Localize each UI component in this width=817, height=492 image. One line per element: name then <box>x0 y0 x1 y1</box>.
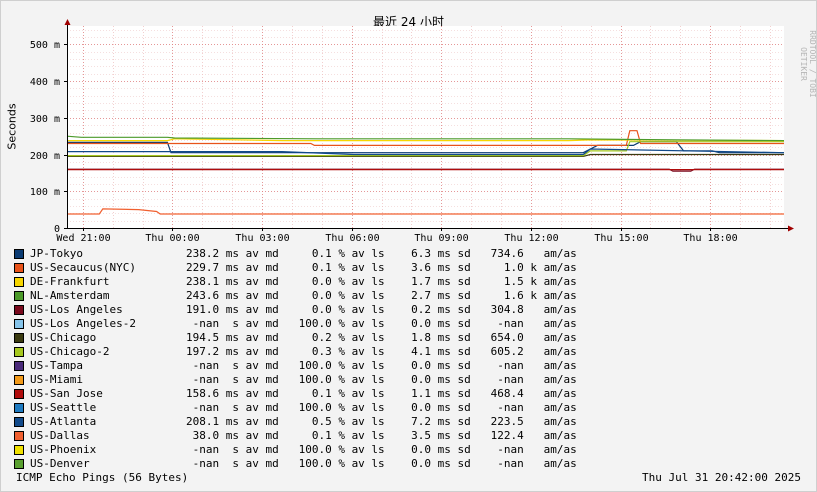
series-line-us-chicago-2 <box>67 141 784 157</box>
x-tick-label: Thu 09:00 <box>414 233 468 244</box>
series-line-us-dallas <box>67 208 784 215</box>
legend-series-stats: 229.7 ms av md 0.1 % av ls 3.6 ms sd 1.0… <box>186 261 577 274</box>
legend-series-name: US-Denver <box>30 457 90 470</box>
legend-swatch <box>14 459 24 469</box>
legend-series-stats: -nan s av md 100.0 % av ls 0.0 ms sd -na… <box>186 457 577 470</box>
legend-swatch <box>14 305 24 315</box>
legend-swatch <box>14 361 24 371</box>
legend-swatch <box>14 431 24 441</box>
legend-series-name: US-San Jose <box>30 387 103 400</box>
legend-series-stats: 194.5 ms av md 0.2 % av ls 1.8 ms sd 654… <box>186 331 577 344</box>
legend-series-name: US-Dallas <box>30 429 90 442</box>
legend-series-name: US-Chicago-2 <box>30 345 110 358</box>
series-line-us-chicago <box>67 153 784 157</box>
x-axis-arrow <box>788 225 794 232</box>
footer-caption: ICMP Echo Pings (56 Bytes) <box>16 471 189 484</box>
legend-series-name: US-Seattle <box>30 401 97 414</box>
series-line-us-atlanta <box>67 148 785 156</box>
x-tick-label: Thu 18:00 <box>683 233 737 244</box>
legend-series-name: US-Tampa <box>30 359 83 372</box>
y-tick-label: 300 m <box>30 114 60 125</box>
legend-series-name: US-Chicago <box>30 331 97 344</box>
legend-series-name: US-Phoenix <box>30 443 97 456</box>
legend-series-stats: 238.1 ms av md 0.0 % av ls 1.7 ms sd 1.5… <box>186 275 577 288</box>
legend-series-stats: -nan s av md 100.0 % av ls 0.0 ms sd -na… <box>186 373 577 386</box>
x-tick-label: Thu 06:00 <box>325 233 379 244</box>
legend-series-name: US-Atlanta <box>30 415 97 428</box>
x-tick-label: Thu 15:00 <box>594 233 648 244</box>
series-line-nl-amsterdam <box>66 135 785 142</box>
y-axis-arrow <box>64 19 71 25</box>
x-tick-label: Thu 12:00 <box>504 233 558 244</box>
legend-swatch <box>14 319 24 329</box>
legend-swatch <box>14 277 24 287</box>
chart-title: 最近 24 小时 <box>373 15 444 29</box>
legend-swatch <box>14 263 24 273</box>
legend-series-stats: -nan s av md 100.0 % av ls 0.0 ms sd -na… <box>186 443 577 456</box>
legend-swatch <box>14 389 24 399</box>
legend-swatch <box>14 403 24 413</box>
footer-timestamp: Thu Jul 31 20:42:00 2025 <box>642 471 801 484</box>
legend-series-stats: 158.6 ms av md 0.1 % av ls 1.1 ms sd 468… <box>186 387 577 400</box>
legend-swatch <box>14 249 24 259</box>
legend-series-stats: -nan s av md 100.0 % av ls 0.0 ms sd -na… <box>186 401 577 414</box>
legend-swatch <box>14 445 24 455</box>
legend-series-stats: -nan s av md 100.0 % av ls 0.0 ms sd -na… <box>186 317 577 330</box>
legend-series-stats: 191.0 ms av md 0.0 % av ls 0.2 ms sd 304… <box>186 303 577 316</box>
y-tick-label: 200 m <box>30 151 60 162</box>
legend-swatch <box>14 333 24 343</box>
legend-series-stats: 197.2 ms av md 0.3 % av ls 4.1 ms sd 605… <box>186 345 577 358</box>
legend-swatch <box>14 347 24 357</box>
legend-series-name: US-Miami <box>30 373 83 386</box>
x-tick-label: Thu 03:00 <box>235 233 289 244</box>
legend-swatch <box>14 417 24 427</box>
legend-series-stats: 238.2 ms av md 0.1 % av ls 6.3 ms sd 734… <box>186 247 577 260</box>
legend-series-stats: 208.1 ms av md 0.5 % av ls 7.2 ms sd 223… <box>186 415 577 428</box>
legend-swatch <box>14 291 24 301</box>
legend-series-name: JP-Tokyo <box>30 247 83 260</box>
legend-series-stats: 38.0 ms av md 0.1 % av ls 3.5 ms sd 122.… <box>186 429 577 442</box>
y-tick-label: 500 m <box>30 40 60 51</box>
legend-series-name: US-Los Angeles <box>30 303 123 316</box>
x-tick-label: Thu 00:00 <box>145 233 199 244</box>
plot-area <box>67 26 784 228</box>
legend-series-name: US-Secaucus(NYC) <box>30 261 136 274</box>
y-tick-label: 0 <box>54 224 60 235</box>
legend-series-name: DE-Frankfurt <box>30 275 110 288</box>
y-tick-label: 400 m <box>30 77 60 88</box>
series-line-de-frankfurt <box>67 138 785 142</box>
legend-series-name: US-Los Angeles-2 <box>30 317 136 330</box>
y-tick-label: 100 m <box>30 187 60 198</box>
legend-series-stats: -nan s av md 100.0 % av ls 0.0 ms sd -na… <box>186 359 577 372</box>
legend-series-stats: 243.6 ms av md 0.0 % av ls 2.7 ms sd 1.6… <box>186 289 577 302</box>
x-tick-label: Wed 21:00 <box>56 233 110 244</box>
legend-swatch <box>14 375 24 385</box>
legend-series-name: NL-Amsterdam <box>30 289 110 302</box>
